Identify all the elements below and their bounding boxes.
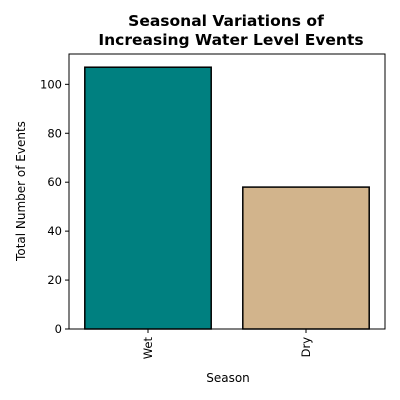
- plot-frame: [68, 53, 386, 330]
- x-tick-label-dry: Dry: [299, 337, 313, 358]
- y-tick-label: 100: [40, 77, 62, 91]
- bar-wet: [84, 66, 212, 330]
- y-tick-label: 60: [47, 175, 62, 189]
- plot-area: 0 20 40 60 80 100 Wet Dry: [40, 53, 386, 360]
- x-axis-label: Season: [206, 371, 250, 385]
- y-tick-label: 0: [55, 322, 62, 336]
- y-tick-label: 80: [47, 126, 62, 140]
- chart-title-line-1: Seasonal Variations of: [128, 12, 324, 30]
- bar-dry: [242, 186, 370, 330]
- y-tick-label: 20: [47, 273, 62, 287]
- chart-title-line-2: Increasing Water Level Events: [98, 31, 363, 49]
- x-tick-label-wet: Wet: [141, 337, 155, 360]
- y-axis-label: Total Number of Events: [14, 121, 28, 262]
- y-tick-label: 40: [47, 224, 62, 238]
